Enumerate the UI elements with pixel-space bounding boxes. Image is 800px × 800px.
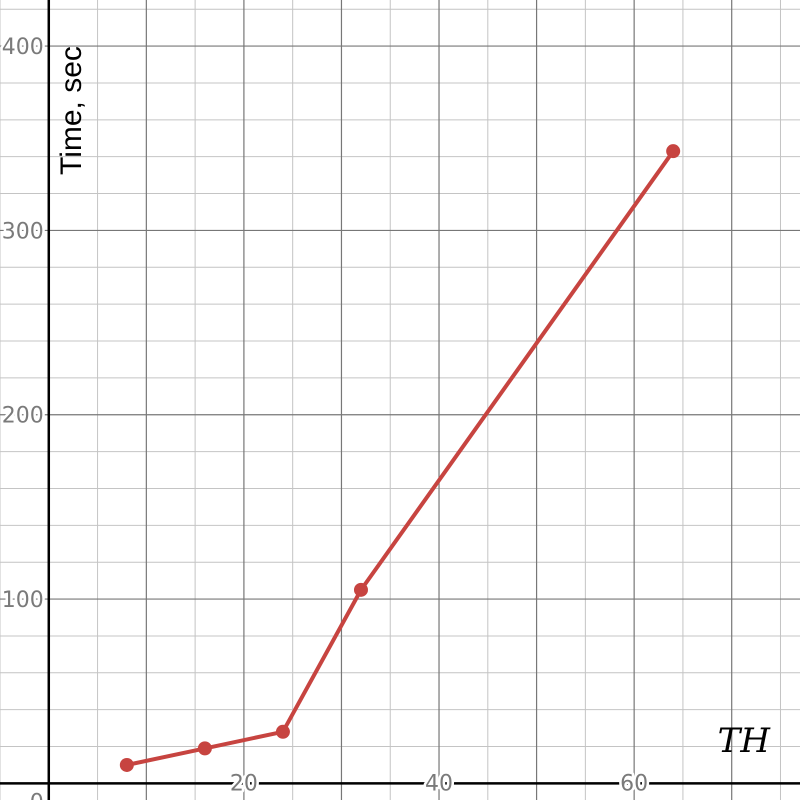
x-axis-label: TH [718,721,772,761]
y-tick-label: 300 [2,219,44,244]
origin-tick-label-halo: 0 [30,790,44,800]
y-axis-label: Time, sec [55,46,88,175]
data-point [275,724,290,739]
y-tick-label-halo: 300 [2,219,44,244]
data-point [197,741,212,756]
x-tick-label-halo: 60 [620,771,648,796]
origin-tick-label: 0 [30,790,44,800]
data-point [353,582,368,597]
y-tick-label-halo: 200 [2,404,44,429]
y-tick-label: 200 [2,404,44,429]
y-tick-label: 400 [2,35,44,60]
x-tick-label-halo: 20 [230,771,258,796]
x-tick-label: 40 [425,771,453,796]
data-point [666,144,681,159]
data-series [119,144,681,772]
x-tick-label: 20 [230,771,258,796]
y-tick-label-halo: 400 [2,35,44,60]
x-tick-label-halo: 40 [425,771,453,796]
y-tick-label-halo: 100 [2,588,44,613]
tick-labels: 20204040606010010020020030030040040000 [0,33,651,800]
x-tick-label: 60 [620,771,648,796]
data-point [119,757,134,772]
y-tick-label: 100 [2,588,44,613]
